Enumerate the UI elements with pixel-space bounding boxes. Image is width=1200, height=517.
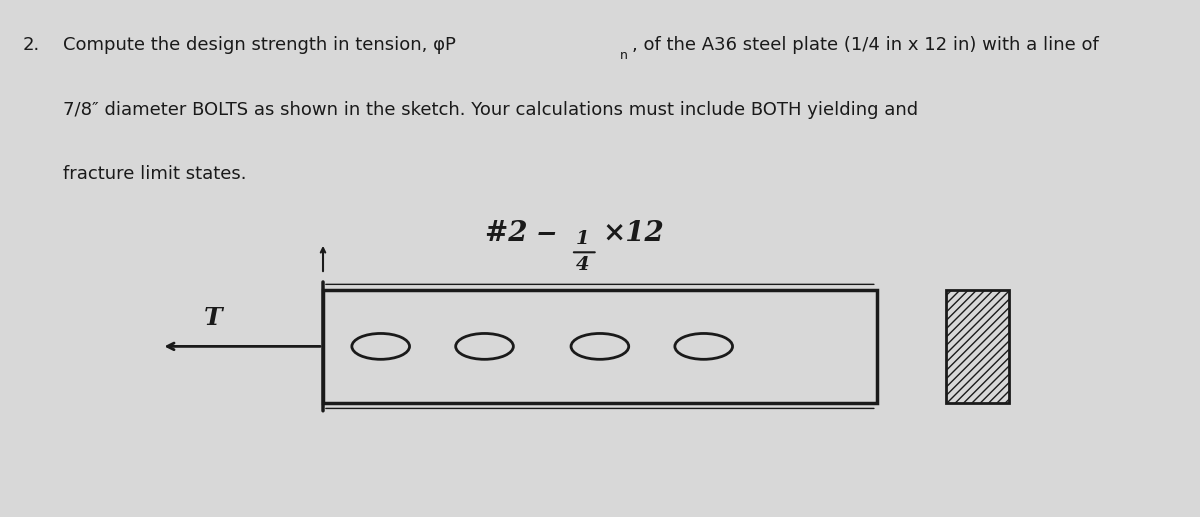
Bar [946,290,1009,403]
Text: Compute the design strength in tension, φP: Compute the design strength in tension, … [64,36,456,54]
Text: T: T [204,306,223,330]
Text: n: n [619,49,628,62]
Bar [323,290,877,403]
Text: #2 ‒: #2 ‒ [485,220,565,247]
Text: 2.: 2. [23,36,41,54]
Text: ×12: ×12 [602,220,664,247]
Text: , of the A36 steel plate (1/4 in x 12 in) with a line of: , of the A36 steel plate (1/4 in x 12 in… [632,36,1099,54]
Text: 7/8″ diameter BOLTS as shown in the sketch. Your calculations must include BOTH : 7/8″ diameter BOLTS as shown in the sket… [64,101,918,119]
Text: 4: 4 [576,256,589,274]
Text: 1: 1 [576,230,589,248]
Text: fracture limit states.: fracture limit states. [64,165,247,184]
